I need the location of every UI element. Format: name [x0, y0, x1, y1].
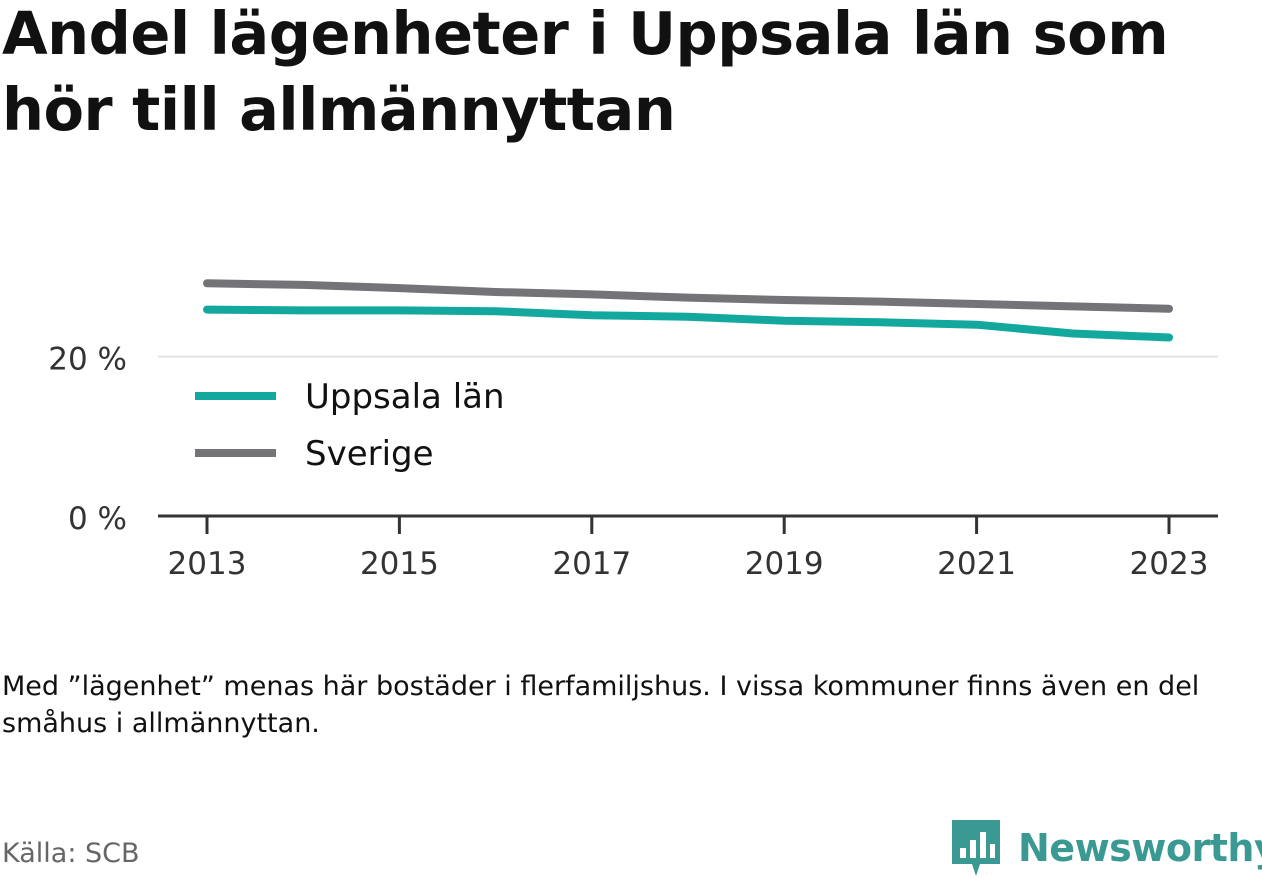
- legend-label: Uppsala län: [305, 377, 505, 417]
- legend-label: Sverige: [305, 434, 434, 474]
- series-line-uppsala-län: [203, 305, 1173, 342]
- x-tick-label: 2015: [360, 546, 439, 582]
- tick-layer: 0 % 20 % 2013 2015 2017 2019 2021 2023: [48, 342, 1218, 582]
- source-label: Källa: SCB: [2, 838, 140, 869]
- x-tick-label: 2013: [168, 546, 247, 582]
- chart-note: Med ”lägenhet” menas här bostäder i fler…: [2, 671, 1200, 739]
- x-tick-label: 2021: [937, 546, 1016, 582]
- x-tick-label: 2017: [552, 546, 631, 582]
- newsworthy-bar-chart-icon: [952, 820, 1000, 876]
- legend: Uppsala län Sverige: [195, 377, 505, 474]
- brand-logo[interactable]: Newsworthy: [950, 818, 1262, 878]
- chart-title: Andel lägenheter i Uppsala län som hör t…: [2, 0, 1169, 144]
- y-tick-label: 0 %: [68, 501, 127, 537]
- x-tick-label: 2019: [745, 546, 824, 582]
- series-line-sverige: [203, 279, 1173, 313]
- y-tick-label: 20 %: [48, 342, 127, 378]
- x-tick-label: 2023: [1130, 546, 1209, 582]
- brand-name: Newsworthy: [1018, 826, 1262, 870]
- series-layer: [203, 279, 1173, 342]
